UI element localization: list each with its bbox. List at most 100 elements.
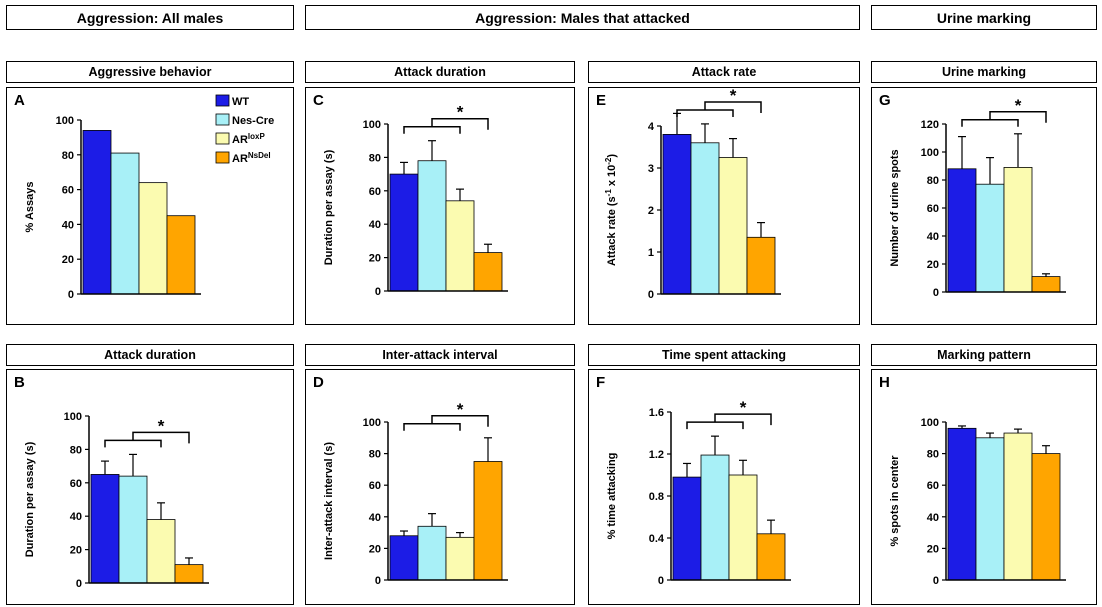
- legend-swatch: [215, 94, 230, 107]
- y-tick-label: 80: [927, 449, 939, 461]
- y-tick-label: 80: [70, 444, 82, 456]
- legend-label: ARloxP: [232, 132, 265, 147]
- significance-bracket: [403, 415, 489, 431]
- y-tick-label: 20: [927, 543, 939, 555]
- legend-swatch: [215, 151, 230, 164]
- y-tick-label: 40: [369, 219, 381, 231]
- y-tick-label: 20: [369, 253, 381, 265]
- bar-ARNsDel: [166, 215, 196, 295]
- bar-WT: [82, 130, 112, 295]
- y-tick-label: 60: [70, 478, 82, 490]
- panel-letter: F: [596, 374, 605, 391]
- bar-ARloxP: [445, 536, 475, 581]
- chart-G: G 0 20 40 60 80 100 120 Number of urine spots *: [879, 92, 1066, 299]
- y-axis-label: Inter-attack interval (s): [323, 442, 335, 560]
- bar-ARloxP: [1003, 167, 1033, 293]
- panel-D: D 0 20 40 60 80 100 Inter-attack interval (s) *: [305, 369, 575, 605]
- legend-label-base: AR: [232, 134, 248, 146]
- y-label-part: x 10: [606, 165, 618, 189]
- y-tick-label: 20: [927, 259, 939, 271]
- y-axis-label: % time attacking: [606, 453, 618, 540]
- significance-star: *: [457, 400, 464, 419]
- header-aggression-males-attacked: Aggression: Males that attacked: [305, 5, 860, 30]
- y-tick-label: 0: [76, 578, 82, 590]
- panel-B: B 0 20 40 60 80 100 Duration per assay (s) *: [6, 369, 294, 605]
- panel-G: G 0 20 40 60 80 100 120 Number of urine spots *: [871, 87, 1097, 325]
- y-axis-label: Duration per assay (s): [323, 149, 335, 265]
- legend-swatch: [215, 132, 230, 145]
- bar-ARloxP: [728, 474, 758, 581]
- bar-Nes-Cre: [118, 475, 148, 584]
- y-tick-label: 40: [70, 511, 82, 523]
- y-tick-label: 1.6: [649, 407, 664, 419]
- y-tick-label: 0: [933, 287, 939, 299]
- bar-ARNsDel: [1031, 276, 1061, 293]
- panel-A: A 0 20 40 60 80 100% Assays WT Nes-Cre ARloxP ARNs…: [6, 87, 294, 325]
- legend-label-base: Nes-Cre: [232, 115, 274, 127]
- y-label-part: Attack rate (s: [606, 196, 618, 266]
- chart-C: C 0 20 40 60 80 100 Duration per assay (s) *: [313, 92, 508, 298]
- y-tick-label: 0: [68, 289, 74, 301]
- bar-ARloxP: [445, 200, 475, 292]
- subheader-E: Attack rate: [588, 61, 860, 83]
- bar-WT: [90, 474, 120, 584]
- significance-bracket: [403, 117, 489, 134]
- bracket-comparison: [431, 117, 489, 130]
- y-axis-label: Number of urine spots: [889, 149, 901, 266]
- subheader-D: Inter-attack interval: [305, 344, 575, 366]
- y-label-part: ): [606, 154, 618, 158]
- y-tick-label: 4: [648, 121, 655, 133]
- legend-label: ARNsDel: [232, 151, 271, 166]
- bar-WT: [389, 535, 419, 581]
- y-tick-label: 40: [927, 512, 939, 524]
- y-tick-label: 1: [648, 247, 654, 259]
- y-tick-label: 80: [369, 152, 381, 164]
- y-tick-label: 40: [369, 512, 381, 524]
- bar-ARNsDel: [1031, 453, 1061, 581]
- chart-F: F 0 0.4 0.8 1.2 1.6 % time attacking *: [596, 374, 791, 587]
- bar-ARloxP: [146, 519, 176, 584]
- y-axis-label: Duration per assay (s): [24, 441, 36, 557]
- y-tick-label: 60: [927, 203, 939, 215]
- bracket-control: [676, 109, 734, 117]
- bracket-control: [403, 423, 461, 431]
- y-tick-label: 0: [375, 575, 381, 587]
- panel-letter: E: [596, 92, 606, 109]
- y-tick-label: 0: [648, 289, 654, 301]
- bracket-comparison: [704, 101, 762, 113]
- y-tick-label: 80: [369, 449, 381, 461]
- y-tick-label: 100: [921, 147, 939, 159]
- bracket-control: [403, 125, 461, 134]
- subheader-C: Attack duration: [305, 61, 575, 83]
- chart-D: D 0 20 40 60 80 100 Inter-attack interval (s) *: [313, 374, 508, 587]
- header-aggression-all-males: Aggression: All males: [6, 5, 294, 30]
- bar-Nes-Cre: [700, 454, 730, 581]
- legend-label: WT: [232, 96, 249, 108]
- panel-letter: G: [879, 92, 891, 109]
- panel-H: H 0 20 40 60 80 100 % spots in center: [871, 369, 1097, 605]
- bracket-control: [961, 119, 1019, 127]
- header-urine-marking: Urine marking: [871, 5, 1097, 30]
- bar-ARloxP: [718, 157, 748, 295]
- bar-Nes-Cre: [975, 437, 1005, 581]
- legend-label-base: AR: [232, 153, 248, 165]
- y-tick-label: 100: [64, 411, 82, 423]
- bar-WT: [947, 427, 977, 581]
- significance-bracket: [961, 111, 1047, 127]
- y-tick-label: 100: [56, 115, 74, 127]
- significance-star: *: [1015, 96, 1022, 115]
- y-tick-label: 60: [369, 186, 381, 198]
- y-tick-label: 20: [70, 545, 82, 557]
- y-tick-label: 2: [648, 205, 654, 217]
- y-tick-label: 100: [363, 119, 381, 131]
- legend-label-base: WT: [232, 96, 249, 108]
- bar-ARNsDel: [473, 461, 503, 581]
- bracket-comparison: [132, 431, 190, 444]
- bracket-comparison: [989, 111, 1047, 123]
- y-tick-label: 3: [648, 163, 654, 175]
- legend-label-superscript: loxP: [248, 132, 266, 141]
- bracket-comparison: [431, 415, 489, 427]
- bar-ARNsDel: [174, 564, 204, 584]
- y-tick-label: 100: [921, 417, 939, 429]
- subheader-F: Time spent attacking: [588, 344, 860, 366]
